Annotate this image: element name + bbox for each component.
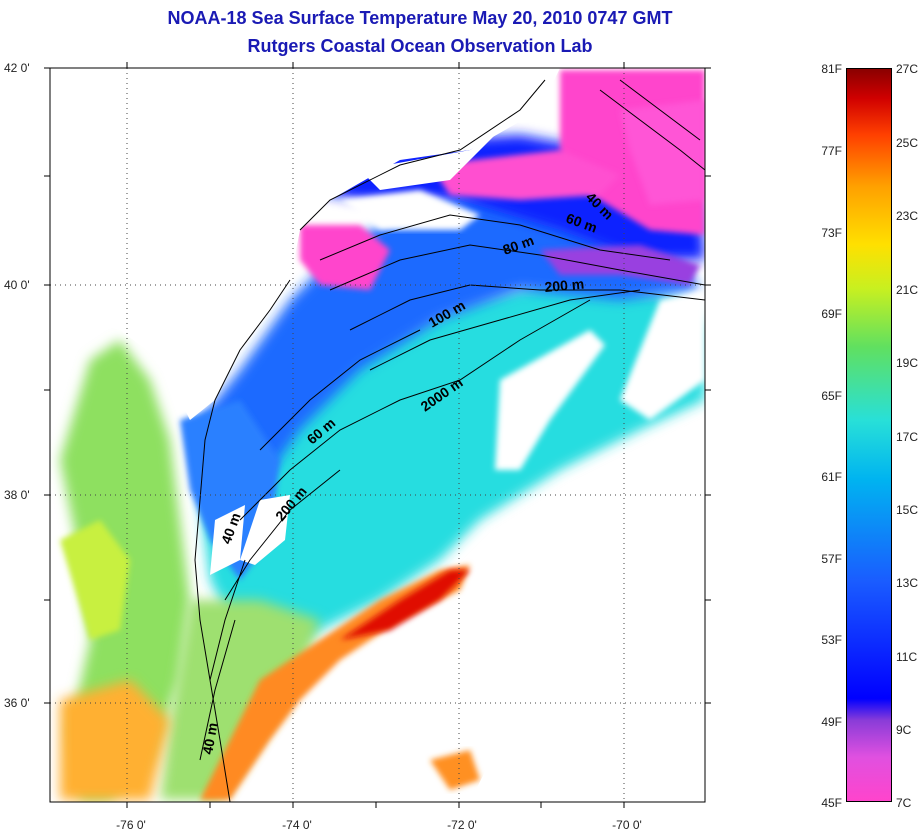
sst-field <box>50 68 705 802</box>
colorbar-f-label: 77F <box>821 144 842 158</box>
colorbar-f-label: 61F <box>821 470 842 484</box>
temperature-colorbar <box>846 68 892 802</box>
bathymetry-contours <box>194 79 705 802</box>
sst-region-gulfstream <box>200 565 470 800</box>
colorbar-c-label: 13C <box>896 576 919 590</box>
colorbar-c-label: 9C <box>896 723 912 737</box>
colorbar-c-label: 19C <box>896 356 919 370</box>
colorbar-f-label: 69F <box>821 307 842 321</box>
lon-tick-label: -76 0' <box>116 818 146 832</box>
colorbar-f-label: 45F <box>821 796 842 810</box>
colorbar-f-label: 57F <box>821 552 842 566</box>
lat-tick-label: 40 0' <box>4 278 30 292</box>
lat-tick-label: 38 0' <box>4 488 30 502</box>
lon-tick-label: -72 0' <box>447 818 477 832</box>
colorbar-c-label: 21C <box>896 283 919 297</box>
colorbar-f-label: 53F <box>821 633 842 647</box>
map-subtitle: Rutgers Coastal Ocean Observation Lab <box>247 36 593 56</box>
map-grid <box>50 68 705 802</box>
contour-label: 200 m <box>544 276 585 295</box>
lat-tick-label: 36 0' <box>4 696 30 710</box>
colorbar-f-label: 49F <box>821 715 842 729</box>
lat-tick-label: 42 0' <box>4 61 30 75</box>
colorbar-c-label: 25C <box>896 136 919 150</box>
colorbar-c-label: 11C <box>896 650 918 664</box>
contour-label: 40 m <box>199 721 220 755</box>
land-north <box>50 68 560 420</box>
colorbar-f-label: 73F <box>821 226 842 240</box>
colorbar-c-label: 17C <box>896 430 919 444</box>
lon-tick-label: -70 0' <box>612 818 642 832</box>
colorbar-f-label: 81F <box>821 62 842 76</box>
axis-ticks <box>44 62 711 808</box>
colorbar-c-label: 7C <box>896 796 912 810</box>
colorbar-f-label: 65F <box>821 389 842 403</box>
colorbar-c-label: 15C <box>896 503 919 517</box>
colorbar-c-label: 23C <box>896 209 919 223</box>
map-frame <box>49 67 706 803</box>
lon-tick-label: -74 0' <box>282 818 312 832</box>
colorbar-c-label: 27C <box>896 62 919 76</box>
map-title: NOAA-18 Sea Surface Temperature May 20, … <box>167 8 673 28</box>
